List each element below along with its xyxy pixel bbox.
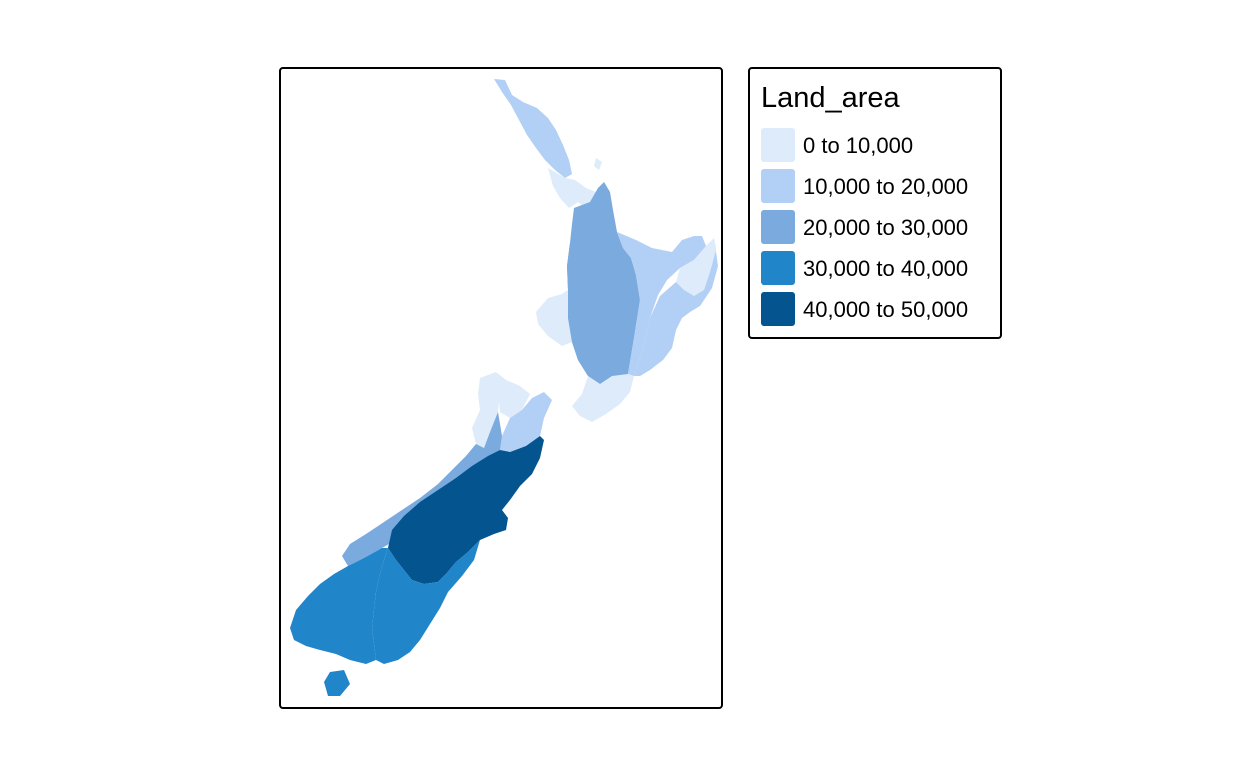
legend-swatch [761,251,795,285]
legend-swatch [761,128,795,162]
region-gisborne [676,238,716,296]
region-nelson [496,372,530,418]
legend-label: 10,000 to 20,000 [803,174,969,199]
region-tasman [472,372,500,448]
legend-label: 20,000 to 30,000 [803,215,969,240]
legend: Land_area 0 to 10,000 10,000 to 20,000 2… [748,67,1002,339]
legend-swatch [761,292,795,326]
region-hawke-s-bay [634,238,718,376]
legend-item: 10,000 to 20,000 [761,169,997,205]
legend-item: 30,000 to 40,000 [761,251,997,287]
legend-swatch [761,169,795,203]
region-bay-of-plenty [617,232,706,376]
region-marlborough [500,392,552,452]
legend-item: 0 to 10,000 [761,128,997,164]
region-northland [494,79,572,178]
legend-label: 30,000 to 40,000 [803,256,969,281]
legend-swatch [761,210,795,244]
legend-item: 40,000 to 50,000 [761,292,997,328]
region-auckland [548,158,602,210]
legend-label: 40,000 to 50,000 [803,297,969,322]
region-wellington [572,374,634,422]
region-manawatu-wanganui [567,243,634,384]
region-otago [372,540,480,664]
legend-item: 20,000 to 30,000 [761,210,997,246]
region-canterbury [388,436,544,584]
region-west-coast [342,412,502,566]
legend-label: 0 to 10,000 [803,133,914,158]
legend-title: Land_area [761,82,900,114]
region-taranaki [536,290,572,346]
region-southland [290,548,388,696]
